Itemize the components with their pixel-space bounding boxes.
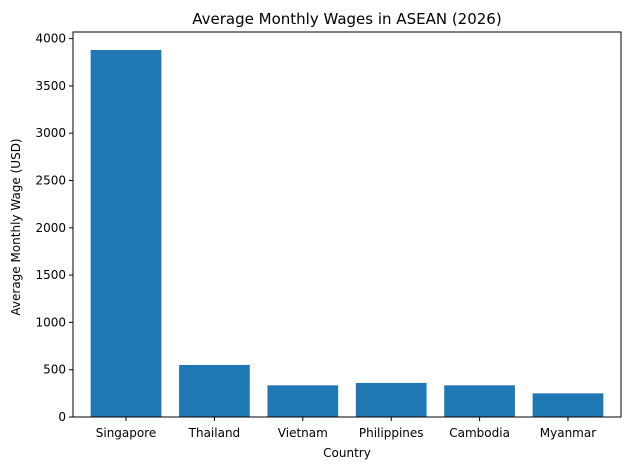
bar-cambodia: [444, 385, 515, 417]
x-tick-label: Vietnam: [278, 426, 328, 440]
bars-group: [90, 49, 604, 418]
y-tick-label: 1000: [35, 315, 66, 329]
x-axis-label: Country: [323, 446, 371, 460]
y-tick-label: 500: [43, 363, 66, 377]
x-tick-label: Thailand: [188, 426, 241, 440]
y-axis-ticks: 0 500 1000 1500 2000 2500 3000 3500 4000: [35, 32, 73, 424]
chart-title: Average Monthly Wages in ASEAN (2026): [192, 10, 501, 28]
y-tick-label: 2000: [35, 221, 66, 235]
bar-vietnam: [267, 385, 339, 417]
x-tick-label: Cambodia: [449, 426, 510, 440]
x-tick-label: Myanmar: [540, 426, 596, 440]
x-axis-ticks: Singapore Thailand Vietnam Philippines Cambo…: [96, 417, 596, 440]
y-tick-label: 3000: [35, 126, 66, 140]
y-tick-label: 2500: [35, 174, 66, 188]
x-tick-label: Philippines: [359, 426, 424, 440]
bar-myanmar: [532, 393, 604, 417]
y-tick-label: 0: [58, 410, 66, 424]
plot-frame: [72, 31, 622, 418]
bar-philippines: [355, 382, 427, 417]
x-tick-label: Singapore: [96, 426, 157, 440]
y-axis-label: Average Monthly Wage (USD): [9, 138, 23, 315]
bar-singapore: [90, 49, 162, 418]
bar-thailand: [179, 364, 250, 417]
y-tick-label: 4000: [35, 32, 66, 46]
y-tick-label: 1500: [35, 268, 66, 282]
y-tick-label: 3500: [35, 79, 66, 93]
